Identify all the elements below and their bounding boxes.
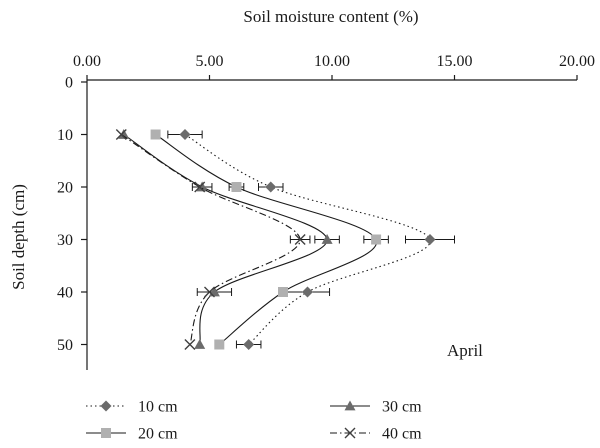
x-tick-label: 0.00: [73, 53, 101, 70]
data-point: [150, 129, 161, 140]
y-tick-label: 20: [57, 180, 73, 197]
y-tick-label: 10: [57, 127, 73, 144]
legend-label: 10 cm: [138, 399, 178, 416]
plot-area: [115, 129, 455, 350]
series-40-cm: [115, 129, 311, 350]
data-point: [344, 400, 356, 411]
data-point: [344, 427, 356, 439]
x-axis-title: Soil moisture content (%): [243, 7, 418, 26]
y-tick-label: 0: [65, 75, 73, 92]
data-point: [194, 181, 206, 193]
legend-label: 20 cm: [138, 426, 178, 443]
legend-item: 40 cm: [330, 426, 422, 443]
series-30-cm: [118, 129, 340, 349]
data-point: [424, 234, 436, 245]
data-point: [231, 182, 242, 192]
x-tick-label: 10.00: [314, 53, 350, 70]
legend-label: 30 cm: [382, 399, 422, 416]
data-point: [115, 129, 127, 140]
legend: 10 cm 20 cm 30 cm 40 cm: [86, 399, 422, 443]
legend-item: 10 cm: [86, 399, 178, 416]
data-point: [179, 129, 191, 140]
x-tick-label: 15.00: [437, 53, 473, 70]
y-tick-label: 50: [57, 337, 73, 354]
data-point: [278, 287, 288, 297]
data-point: [214, 339, 225, 350]
legend-label: 40 cm: [382, 426, 422, 443]
y-axis-title-group: Soil depth (cm): [9, 184, 28, 290]
data-point: [101, 428, 111, 438]
y-axis-title: Soil depth (cm): [9, 184, 28, 290]
data-point: [265, 181, 277, 193]
data-point: [294, 234, 306, 245]
series-10-cm: [167, 129, 455, 350]
panel-annotation: April: [447, 341, 483, 360]
y-tick-label: 30: [57, 232, 73, 249]
data-point: [196, 181, 208, 192]
x-tick-label: 20.00: [559, 53, 595, 70]
series-line: [184, 134, 431, 345]
data-point: [100, 400, 112, 412]
data-point: [371, 234, 382, 245]
data-point: [184, 339, 196, 350]
series-line: [155, 134, 377, 345]
data-point: [118, 129, 130, 139]
legend-item: 20 cm: [86, 426, 178, 443]
data-point: [243, 339, 255, 350]
data-point: [302, 286, 313, 298]
series-20-cm: [150, 129, 389, 350]
axes: 0.00 5.00 10.00 15.00 20.00 0 10 20 30 40 50: [57, 53, 595, 370]
data-point: [194, 339, 206, 349]
legend-item: 30 cm: [330, 399, 422, 416]
y-tick-label: 40: [57, 285, 73, 302]
data-point: [321, 234, 333, 244]
series-line: [120, 134, 301, 345]
data-point: [204, 286, 215, 298]
x-tick-label: 5.00: [196, 53, 224, 70]
